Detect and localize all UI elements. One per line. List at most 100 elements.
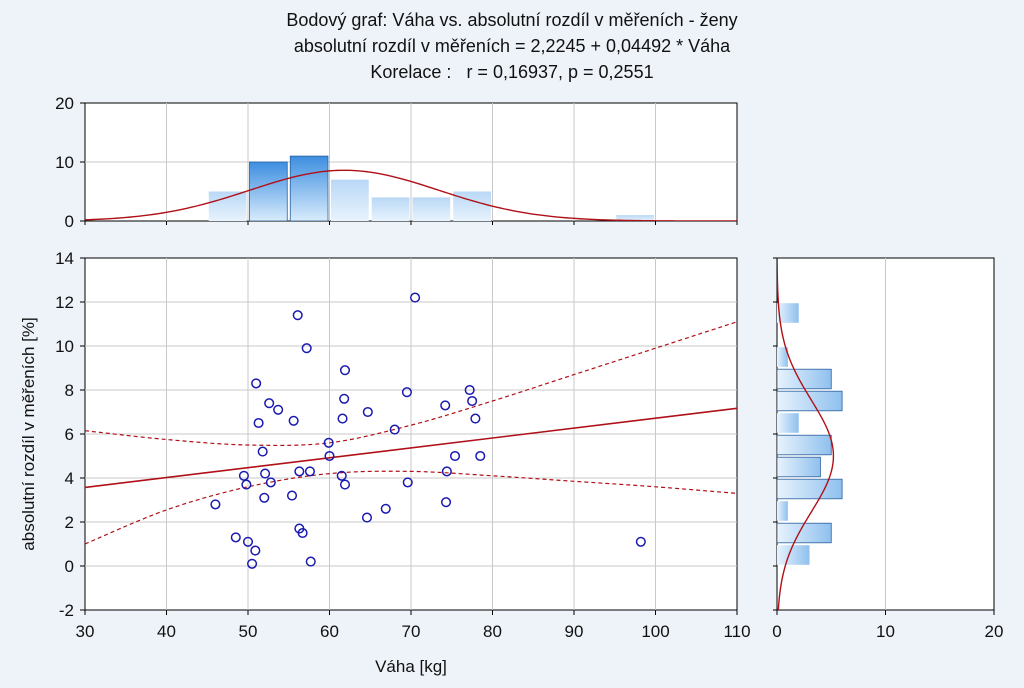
scatter-point xyxy=(440,497,452,508)
right-histogram-bar xyxy=(777,545,810,565)
y-tick-label: -2 xyxy=(59,601,74,620)
scatter-point xyxy=(305,556,316,567)
x-tick-label: 100 xyxy=(641,622,669,641)
x-tick-label: 80 xyxy=(483,622,502,641)
right-x-tick-label: 10 xyxy=(876,622,895,641)
scatter-point xyxy=(294,466,305,477)
scatter-point xyxy=(449,450,461,462)
scatter-point xyxy=(441,466,452,477)
scatter-point xyxy=(260,468,271,479)
x-tick-label: 90 xyxy=(565,622,584,641)
right-x-tick-label: 0 xyxy=(772,622,781,641)
x-tick-label: 60 xyxy=(320,622,339,641)
scatter-point xyxy=(230,532,241,543)
top-histogram-gridlines xyxy=(85,103,737,221)
y-tick-label: 10 xyxy=(55,337,74,356)
scatter-point xyxy=(292,310,303,321)
scatter-point xyxy=(464,384,475,396)
x-tick-label: 110 xyxy=(723,622,750,641)
right-histogram-bar xyxy=(777,501,788,521)
scatter-point xyxy=(251,378,262,389)
top-histogram-bars xyxy=(208,155,654,221)
scatter-point xyxy=(361,512,373,523)
scatter-point xyxy=(288,415,299,426)
scatter-point xyxy=(635,536,646,547)
y-tick-label: 4 xyxy=(65,469,74,488)
top-histogram-bar xyxy=(453,191,491,221)
chart-subtitle-correlation: Korelace : r = 0,16937, p = 0,2551 xyxy=(370,62,654,82)
scatter-point xyxy=(253,417,264,429)
scatter-point xyxy=(301,343,312,354)
scatter-point xyxy=(402,477,413,488)
y-tick-label: 14 xyxy=(55,249,74,268)
right-histogram-bar xyxy=(777,303,799,323)
top-histogram-bar xyxy=(208,191,247,221)
confidence-band xyxy=(85,321,737,545)
top-histogram-bar xyxy=(331,179,369,221)
scatter-point xyxy=(339,479,351,490)
x-axis-label: Váha [kg] xyxy=(375,657,447,676)
confidence-band-lower xyxy=(85,470,737,545)
right-histogram-bar xyxy=(777,434,832,456)
right-histogram-bars xyxy=(777,303,843,565)
top-histogram-bar xyxy=(249,161,288,221)
scatter-point xyxy=(264,398,275,409)
scatter-point xyxy=(336,470,347,481)
right-histogram-bar xyxy=(777,456,821,478)
right-histogram-bar xyxy=(777,478,843,500)
regression-line-group xyxy=(85,407,737,489)
right-histogram-normal-curve xyxy=(777,258,835,610)
scatter-gridlines xyxy=(85,258,737,610)
y-tick-label: 12 xyxy=(55,293,74,312)
scatter-point xyxy=(410,292,421,303)
top-y-tick-label: 10 xyxy=(55,153,74,172)
right-histogram-bar xyxy=(777,368,832,390)
y-tick-label: 6 xyxy=(65,425,74,444)
scatter-point xyxy=(241,479,252,490)
top-normal-curve xyxy=(85,169,737,221)
x-tick-label: 70 xyxy=(402,622,421,641)
scatter-point xyxy=(210,499,221,510)
y-tick-label: 2 xyxy=(65,513,74,532)
scatter-point xyxy=(324,450,335,462)
scatter-point xyxy=(265,477,276,488)
top-histogram-normal-curve xyxy=(85,169,737,221)
x-tick-label: 50 xyxy=(239,622,258,641)
top-y-tick-label: 20 xyxy=(55,94,74,113)
scatter-point xyxy=(380,503,391,514)
scatter-point xyxy=(467,395,478,407)
chart-title: Bodový graf: Váha vs. absolutní rozdíl v… xyxy=(286,10,738,30)
scatter-point xyxy=(273,404,284,415)
y-tick-label: 0 xyxy=(65,557,74,576)
scatter-point xyxy=(323,437,334,448)
scatter-point xyxy=(304,466,315,477)
chart-subtitle-regression: absolutní rozdíl v měřeních = 2,2245 + 0… xyxy=(293,36,731,56)
scatter-points xyxy=(210,292,646,569)
scatter-point xyxy=(339,393,350,404)
y-tick-label: 8 xyxy=(65,381,74,400)
scatter-point xyxy=(259,492,270,503)
x-tick-label: 30 xyxy=(76,622,95,641)
scatter-point xyxy=(257,446,268,457)
scatter-point xyxy=(440,400,451,411)
top-y-tick-label: 0 xyxy=(65,212,74,231)
axes: 30 40 50 60 70 80 90 100 110 -2 0 2 4 6 8 10 12 14 0 10 20 0 1… xyxy=(55,94,1003,641)
scatter-point xyxy=(242,536,254,547)
scatter-point xyxy=(250,545,261,556)
scatter-point xyxy=(297,527,308,539)
y-axis-label: absolutní rozdíl v měřeních [%] xyxy=(19,317,38,550)
scatter-point xyxy=(339,365,351,376)
right-histogram-bar xyxy=(777,413,799,433)
scatter-point xyxy=(389,424,400,435)
regression-line xyxy=(85,407,737,489)
scatter-point xyxy=(401,387,412,398)
scatter-point xyxy=(337,413,348,424)
right-normal-curve xyxy=(777,258,835,610)
right-histogram-bar xyxy=(777,522,832,544)
right-x-tick-label: 20 xyxy=(985,622,1004,641)
scatter-point xyxy=(470,413,481,424)
top-histogram-bar xyxy=(371,197,410,221)
top-histogram-bar xyxy=(616,215,654,221)
scatter-point xyxy=(362,406,373,418)
